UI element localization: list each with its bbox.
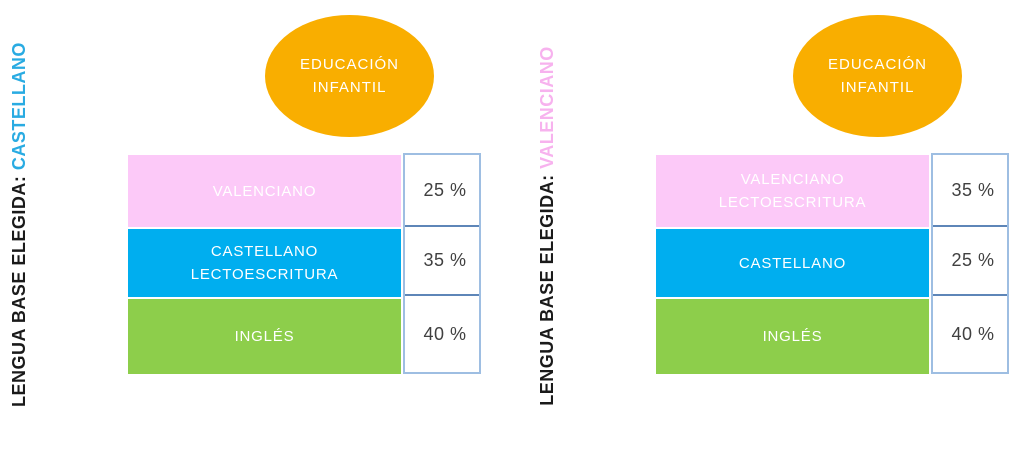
percent-box: 25 % <box>933 227 1007 296</box>
educacion-infantil-ellipse: EDUCACIÓN INFANTIL <box>793 15 962 137</box>
ellipse-line-2: INFANTIL <box>840 79 915 96</box>
percent-value: 35 % <box>423 250 467 270</box>
bar-label-line-1: CASTELLANO <box>738 254 847 272</box>
ellipse-line-1: EDUCACIÓN <box>299 56 399 73</box>
bar-row-castellano: CASTELLANO <box>656 229 929 297</box>
bar-label-line-1: CASTELLANO <box>210 243 319 260</box>
bar-row-ingles: INGLÉS <box>656 299 929 374</box>
ellipse-line-1: EDUCACIÓN <box>827 56 927 73</box>
panel-lengua-base-valenciano: LENGUA BASE ELEGIDA: VALENCIANO EDUCACIÓ… <box>528 0 1024 465</box>
percent-box-column: 25 % 35 % 40 % <box>403 153 481 374</box>
percent-box-column: 35 % 25 % 40 % <box>931 153 1009 374</box>
side-label-language: VALENCIANO <box>537 46 557 169</box>
educacion-infantil-ellipse: EDUCACIÓN INFANTIL <box>265 15 434 137</box>
language-bar-stack: VALENCIANO CASTELLANO LECTOESCRITURA ING… <box>128 155 401 374</box>
bar-row-valenciano: VALENCIANO <box>128 155 401 227</box>
bar-label-line-1: INGLÉS <box>234 328 295 345</box>
percent-value: 25 % <box>423 179 467 200</box>
side-label-language: CASTELLANO <box>9 42 29 171</box>
side-label-prefix: LENGUA BASE ELEGIDA: <box>9 170 29 407</box>
bar-row-castellano-lectoescritura: CASTELLANO LECTOESCRITURA <box>128 229 401 297</box>
percent-box: 35 % <box>405 227 479 296</box>
bar-label-line-2: LECTOESCRITURA <box>718 194 867 211</box>
percent-value: 35 % <box>951 179 995 200</box>
percent-box: 35 % <box>933 155 1007 227</box>
percent-value: 40 % <box>951 323 995 344</box>
bar-row-ingles: INGLÉS <box>128 299 401 374</box>
bar-label-line-2: LECTOESCRITURA <box>190 266 339 283</box>
side-label: LENGUA BASE ELEGIDA: VALENCIANO <box>530 45 564 407</box>
percent-value: 40 % <box>423 323 467 344</box>
side-label: LENGUA BASE ELEGIDA: CASTELLANO <box>2 42 36 407</box>
panel-lengua-base-castellano: LENGUA BASE ELEGIDA: CASTELLANO EDUCACIÓ… <box>0 0 510 465</box>
bar-label-line-1: VALENCIANO <box>740 171 845 188</box>
percent-box: 25 % <box>405 155 479 227</box>
bar-row-valenciano-lectoescritura: VALENCIANO LECTOESCRITURA <box>656 155 929 227</box>
percent-box: 40 % <box>405 296 479 372</box>
percent-value: 25 % <box>951 250 995 270</box>
side-label-prefix: LENGUA BASE ELEGIDA: <box>537 168 557 406</box>
percent-box: 40 % <box>933 296 1007 372</box>
bar-label-line-1: VALENCIANO <box>212 182 317 200</box>
ellipse-line-2: INFANTIL <box>312 79 387 96</box>
language-bar-stack: VALENCIANO LECTOESCRITURA CASTELLANO ING… <box>656 155 929 374</box>
bar-label-line-1: INGLÉS <box>762 328 823 345</box>
